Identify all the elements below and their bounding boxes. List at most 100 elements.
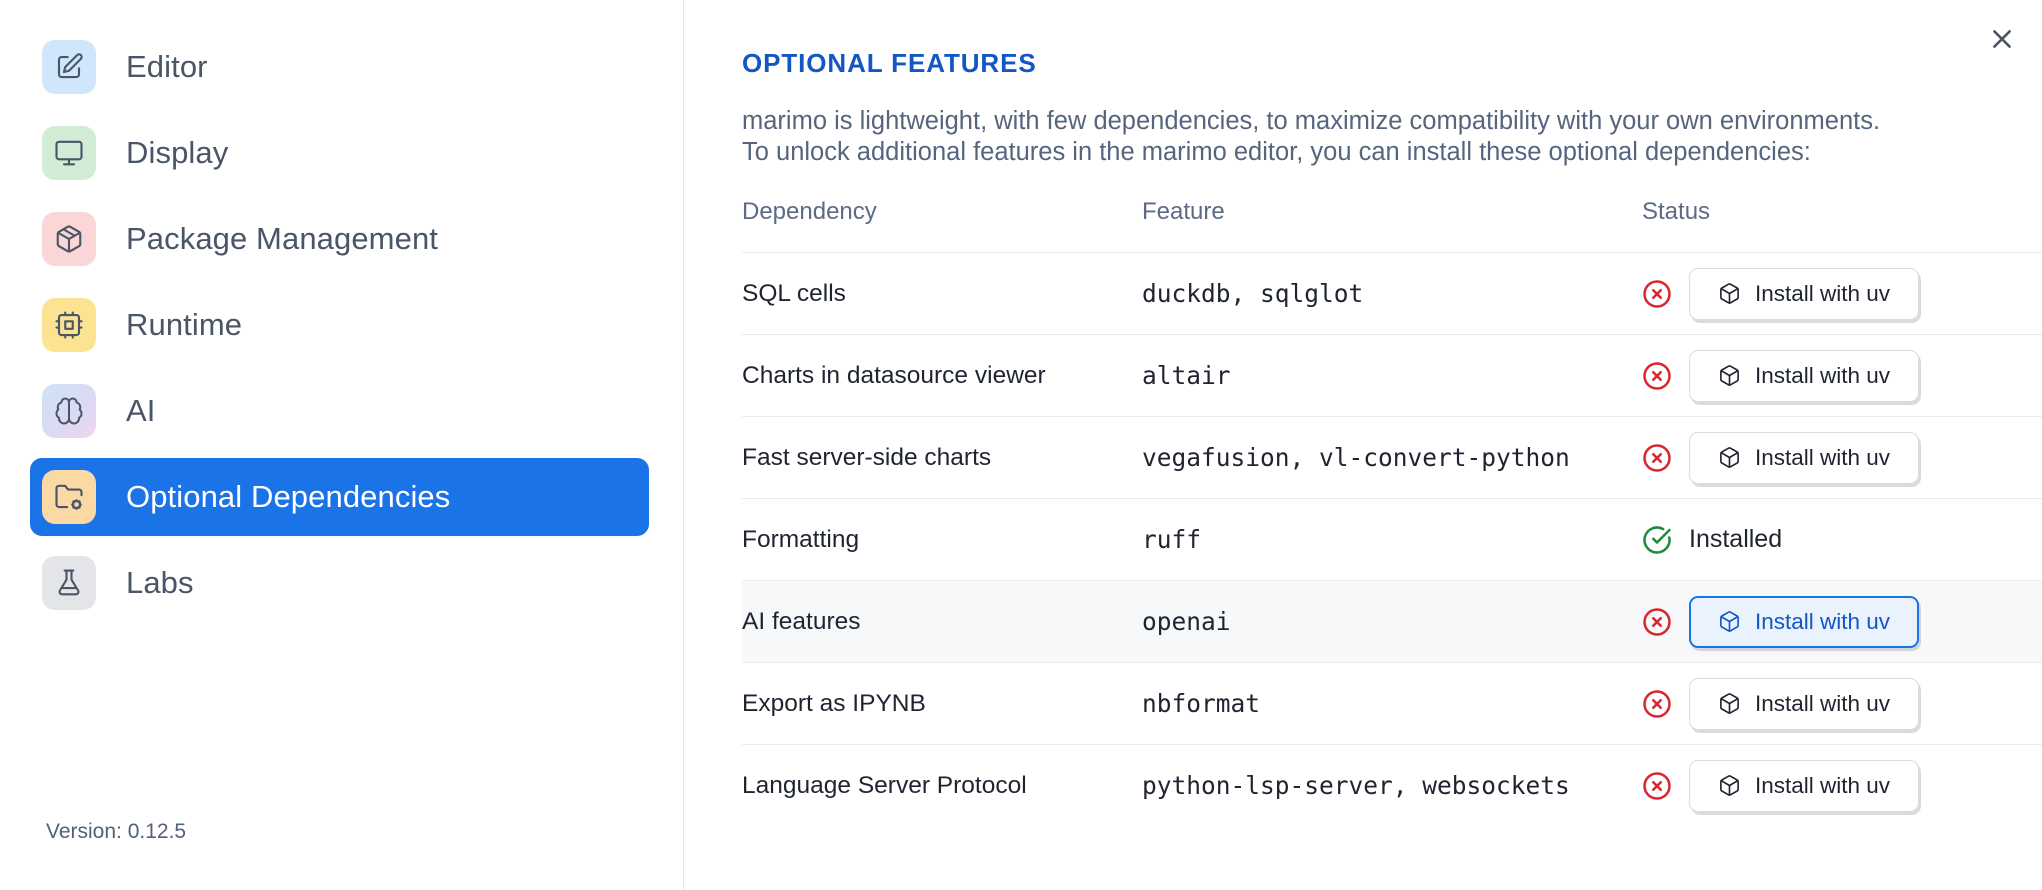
install-with-uv-button[interactable]: Install with uv	[1689, 267, 1919, 320]
install-with-uv-button[interactable]: Install with uv	[1689, 595, 1919, 648]
status-badge: Installed	[1689, 525, 1783, 553]
sidebar-nav: Editor Display Package Management Runtime AI…	[0, 28, 683, 622]
status-wrapper: Installed	[1642, 525, 2042, 555]
status-wrapper: Install with uv	[1642, 759, 2042, 812]
box-icon	[1718, 610, 1741, 633]
circle-x-icon	[1642, 607, 1672, 637]
dependency-cell: SQL cells	[742, 252, 1142, 335]
sidebar-item-label: Labs	[126, 565, 194, 600]
status-wrapper: Install with uv	[1642, 267, 2042, 320]
column-header-status: Status	[1642, 198, 2042, 253]
settings-main-panel: OPTIONAL FEATURES marimo is lightweight,…	[684, 0, 2042, 890]
sidebar-item-label: Editor	[126, 49, 208, 84]
status-cell: Install with uv	[1642, 662, 2042, 745]
status-wrapper: Install with uv	[1642, 595, 2042, 648]
column-header-feature: Feature	[1142, 198, 1642, 253]
box-icon	[1718, 774, 1741, 797]
page-description: marimo is lightweight, with few dependen…	[742, 106, 1998, 168]
table-row: AI features openai Install with uv	[742, 580, 2042, 663]
box-icon	[1718, 446, 1741, 469]
dependency-cell: AI features	[742, 580, 1142, 663]
cpu-icon	[42, 298, 96, 352]
status-cell: Installed	[1642, 498, 2042, 581]
install-with-uv-button[interactable]: Install with uv	[1689, 759, 1919, 812]
table-row: SQL cells duckdb, sqlglot Install with uv	[742, 252, 2042, 335]
dependency-cell: Fast server-side charts	[742, 416, 1142, 499]
sidebar-item-display[interactable]: Display	[30, 114, 649, 192]
folder-cog-icon	[42, 470, 96, 524]
sidebar-item-label: AI	[126, 393, 156, 428]
settings-sidebar: Editor Display Package Management Runtime AI…	[0, 0, 684, 890]
table-row: Language Server Protocol python-lsp-serve…	[742, 745, 2042, 827]
box-icon	[1718, 364, 1741, 387]
table-header-row: Dependency Feature Status	[742, 198, 2042, 253]
status-cell: Install with uv	[1642, 580, 2042, 663]
sidebar-item-package-management[interactable]: Package Management	[30, 200, 649, 278]
circle-x-icon	[1642, 689, 1672, 719]
description-line-1: marimo is lightweight, with few dependen…	[742, 107, 1881, 135]
status-wrapper: Install with uv	[1642, 349, 2042, 402]
table-row: Formatting ruff Installed	[742, 498, 2042, 581]
feature-cell: vegafusion, vl-convert-python	[1142, 416, 1642, 499]
circle-x-icon	[1642, 771, 1672, 801]
install-with-uv-button[interactable]: Install with uv	[1689, 677, 1919, 730]
status-cell: Install with uv	[1642, 745, 2042, 827]
install-with-uv-button[interactable]: Install with uv	[1689, 349, 1919, 402]
sidebar-item-optional-dependencies[interactable]: Optional Dependencies	[30, 458, 649, 536]
status-wrapper: Install with uv	[1642, 431, 2042, 484]
close-icon	[1989, 26, 2015, 55]
circle-x-icon	[1642, 361, 1672, 391]
optional-features-table: Dependency Feature Status SQL cells duckd…	[742, 198, 2042, 827]
install-button-label: Install with uv	[1754, 444, 1891, 470]
sidebar-item-label: Package Management	[126, 221, 438, 256]
sidebar-item-runtime[interactable]: Runtime	[30, 286, 649, 364]
circle-x-icon	[1642, 279, 1672, 309]
sidebar-item-editor[interactable]: Editor	[30, 28, 649, 106]
status-cell: Install with uv	[1642, 416, 2042, 499]
box-icon	[1718, 692, 1741, 715]
close-button[interactable]	[1980, 18, 2024, 62]
status-cell: Install with uv	[1642, 252, 2042, 335]
feature-cell: nbformat	[1142, 662, 1642, 745]
monitor-icon	[42, 126, 96, 180]
sidebar-item-ai[interactable]: AI	[30, 372, 649, 450]
feature-cell: duckdb, sqlglot	[1142, 252, 1642, 335]
circle-check-icon	[1642, 525, 1672, 555]
feature-cell: python-lsp-server, websockets	[1142, 771, 1570, 801]
dependency-cell: Language Server Protocol	[742, 771, 1027, 799]
sidebar-item-label: Runtime	[126, 307, 243, 342]
install-button-label: Install with uv	[1754, 608, 1891, 634]
description-line-2: To unlock additional features in the mar…	[742, 138, 1811, 166]
install-with-uv-button[interactable]: Install with uv	[1689, 431, 1919, 484]
feature-cell: openai	[1142, 580, 1642, 663]
install-button-label: Install with uv	[1754, 772, 1891, 798]
circle-x-icon	[1642, 443, 1672, 473]
install-button-label: Install with uv	[1754, 280, 1891, 306]
table-head: Dependency Feature Status	[742, 198, 2042, 253]
box-icon	[1718, 282, 1741, 305]
dependency-cell: Formatting	[742, 498, 1142, 581]
sidebar-item-label: Optional Dependencies	[126, 479, 451, 514]
table-body: SQL cells duckdb, sqlglot Install with uv C…	[742, 252, 2042, 827]
column-header-dependency: Dependency	[742, 198, 1142, 253]
package-icon	[42, 212, 96, 266]
status-cell: Install with uv	[1642, 334, 2042, 417]
dependency-cell: Export as IPYNB	[742, 662, 1142, 745]
sidebar-item-label: Display	[126, 135, 229, 170]
install-button-label: Install with uv	[1754, 362, 1891, 388]
table-row: Fast server-side charts vegafusion, vl-co…	[742, 416, 2042, 499]
sidebar-item-labs[interactable]: Labs	[30, 544, 649, 622]
version-label: Version: 0.12.5	[46, 820, 187, 843]
table-row: Charts in datasource viewer altair Install…	[742, 334, 2042, 417]
feature-cell: ruff	[1142, 498, 1642, 581]
page-title: OPTIONAL FEATURES	[742, 48, 1037, 78]
flask-icon	[42, 556, 96, 610]
status-wrapper: Install with uv	[1642, 677, 2042, 730]
install-button-label: Install with uv	[1754, 690, 1891, 716]
pencil-square-icon	[42, 40, 96, 94]
table-row: Export as IPYNB nbformat Install with uv	[742, 662, 2042, 745]
dependency-cell: Charts in datasource viewer	[742, 334, 1142, 417]
brain-icon	[42, 384, 96, 438]
feature-cell: altair	[1142, 334, 1642, 417]
